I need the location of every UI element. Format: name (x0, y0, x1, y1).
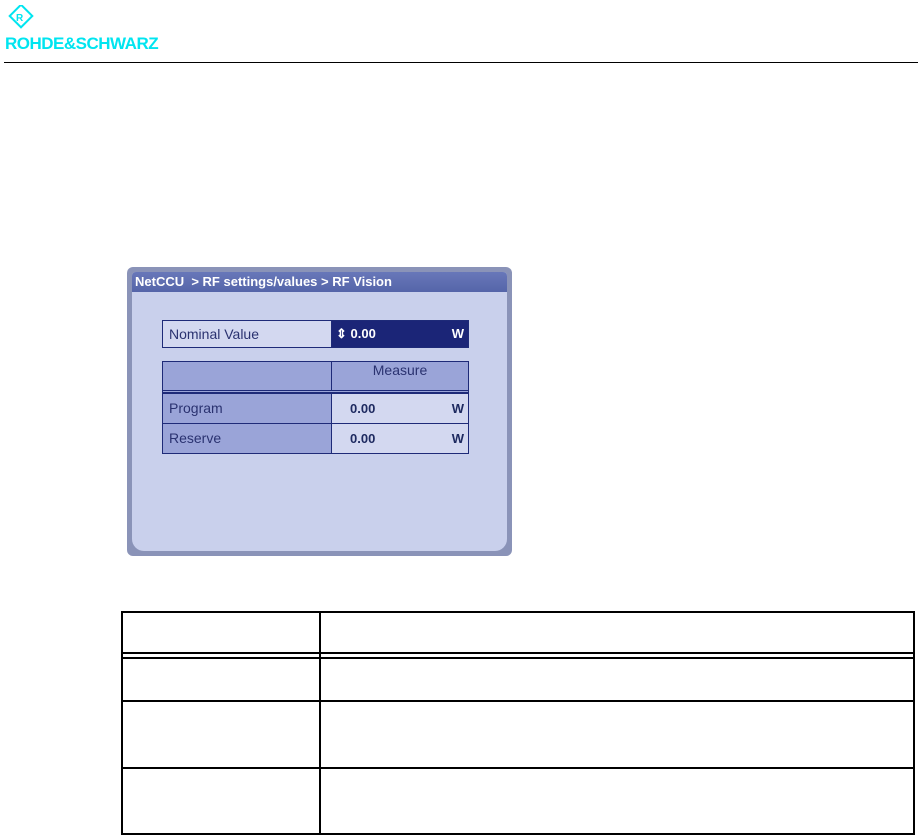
row-value: 0.00 (350, 431, 376, 446)
measure-header: Measure (332, 362, 468, 390)
row-unit: W (451, 431, 464, 446)
row-label: Program (163, 394, 332, 423)
header-divider (4, 62, 918, 63)
row-value: 0.00 (350, 401, 376, 416)
table-row: Reserve 0.00 W (163, 423, 468, 453)
table-row (121, 767, 915, 835)
table-row (121, 611, 915, 654)
table-row (121, 657, 915, 702)
nominal-value-label: Nominal Value (163, 321, 332, 347)
row-label: Reserve (163, 424, 332, 453)
table-row (121, 652, 915, 659)
spinner-icon[interactable]: ⇕ (336, 326, 351, 341)
table-row (121, 700, 915, 769)
nominal-value: 0.00 (350, 326, 376, 341)
description-table (121, 611, 915, 835)
breadcrumb: NetCCU > RF settings/values > RF Vision (132, 272, 507, 292)
rohde-schwarz-logo-icon: R (8, 5, 34, 29)
table-row: Program 0.00 W (163, 393, 468, 423)
row-unit: W (451, 401, 464, 416)
table-header: Measure (163, 362, 468, 393)
rf-vision-panel: NetCCU > RF settings/values > RF Vision … (127, 267, 512, 556)
brand-name: ROHDE&SCHWARZ (5, 34, 159, 53)
nominal-value-row: Nominal Value ⇕ 0.00 W (162, 320, 469, 348)
nominal-value-input[interactable]: ⇕ 0.00 W (332, 321, 468, 347)
svg-text:R: R (16, 13, 24, 24)
measure-table: Measure Program 0.00 W Reserve 0.00 W (162, 361, 469, 454)
nominal-unit: W (451, 326, 464, 341)
